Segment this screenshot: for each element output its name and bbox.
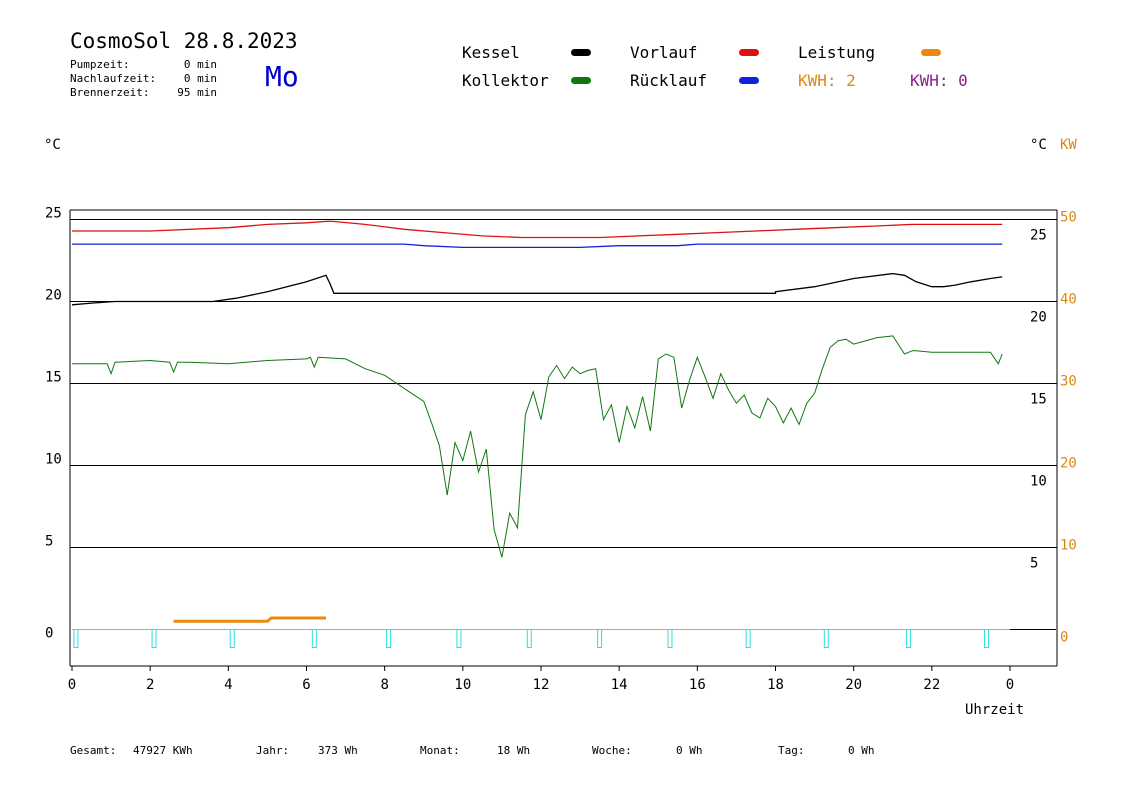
y-tick-right-kw-0: 0: [1060, 630, 1068, 646]
legend-kwh-purple: KWH: 0: [910, 71, 968, 90]
pump-marker-3: [311, 629, 317, 648]
pump-marker-6: [526, 629, 532, 648]
x-tick-12: 0: [1006, 677, 1014, 693]
x-tick-7: 14: [611, 677, 628, 693]
y-tick-right-kw-30: 30: [1060, 374, 1077, 390]
y-tick-right-kw-20: 20: [1060, 456, 1077, 472]
y-tick-left-10: 10: [45, 452, 62, 468]
x-tick-9: 18: [767, 677, 784, 693]
footer-monat-value: 18 Wh: [497, 744, 531, 757]
y-tick-right-c-15: 15: [1030, 392, 1047, 408]
pump-marker-1: [151, 629, 157, 648]
legend-vorlauf-swatch: [739, 49, 759, 56]
y-tick-left-0: 0: [45, 626, 53, 642]
x-tick-2: 4: [224, 677, 232, 693]
legend-kwh-orange: KWH: 2: [798, 71, 856, 90]
stat-nachlaufzeit-value: 0 min: [183, 72, 217, 85]
series-line-vorlauf: [72, 220, 1003, 239]
pump-marker-0: [73, 629, 79, 648]
x-tick-1: 2: [146, 677, 154, 693]
left-axis-unit: °C: [44, 137, 61, 153]
x-tick-5: 10: [454, 677, 471, 693]
stat-nachlaufzeit-label: Nachlaufzeit:: [70, 72, 157, 85]
y-tick-right-kw-50: 50: [1060, 210, 1077, 226]
x-tick-6: 12: [533, 677, 550, 693]
chart-title: CosmoSol 28.8.2023: [70, 29, 298, 53]
pump-marker-11: [905, 629, 911, 648]
pump-marker-7: [597, 629, 603, 648]
weekday-label: Mo: [265, 60, 299, 93]
footer-monat-label: Monat:: [420, 744, 460, 757]
footer-woche-value: 0 Wh: [676, 744, 703, 757]
right-axis-unit-c: °C: [1030, 137, 1047, 153]
y-tick-right-kw-10: 10: [1060, 538, 1077, 554]
footer-tag-label: Tag:: [778, 744, 805, 757]
y-tick-left-5: 5: [45, 534, 53, 550]
x-tick-8: 16: [689, 677, 706, 693]
pump-marker-2: [229, 629, 235, 648]
series-line-ruecklauf: [72, 243, 1003, 249]
pump-marker-12: [984, 629, 990, 648]
legend-vorlauf-label: Vorlauf: [630, 43, 698, 62]
legend-ruecklauf-label: Rücklauf: [630, 71, 708, 90]
pump-marker-4: [386, 629, 392, 648]
footer-woche-label: Woche:: [592, 744, 632, 757]
footer-jahr-value: 373 Wh: [318, 744, 358, 757]
pump-marker-8: [667, 629, 673, 648]
legend-kessel-label: Kessel: [462, 43, 520, 62]
y-tick-right-kw-40: 40: [1060, 292, 1077, 308]
y-tick-left-20: 20: [45, 288, 62, 304]
series-line-kollektor: [72, 335, 1003, 558]
x-tick-11: 22: [923, 677, 940, 693]
legend-ruecklauf-swatch: [739, 77, 759, 84]
y-tick-right-c-20: 20: [1030, 310, 1047, 326]
stat-pumpzeit-label: Pumpzeit:: [70, 58, 130, 71]
x-axis-label: Uhrzeit: [965, 702, 1025, 718]
legend-leistung-swatch: [921, 49, 941, 56]
y-tick-right-c-10: 10: [1030, 474, 1047, 490]
y-tick-left-15: 15: [45, 370, 62, 386]
right-axis-unit-kw: KW: [1060, 137, 1077, 153]
legend-kollektor-swatch: [571, 77, 591, 84]
pump-marker-5: [456, 629, 462, 648]
stat-brennerzeit-label: Brennerzeit:: [70, 86, 150, 99]
legend-kollektor-label: Kollektor: [462, 71, 549, 90]
x-tick-4: 8: [380, 677, 388, 693]
x-tick-10: 20: [845, 677, 862, 693]
footer-tag-value: 0 Wh: [848, 744, 875, 757]
pump-marker-9: [745, 629, 751, 648]
footer-gesamt-label: Gesamt:: [70, 744, 117, 757]
y-tick-right-c-5: 5: [1030, 556, 1038, 572]
stat-brennerzeit-value: 95 min: [177, 86, 217, 99]
legend-leistung-label: Leistung: [798, 43, 876, 62]
stat-pumpzeit-value: 0 min: [183, 58, 217, 71]
y-tick-right-c-25: 25: [1030, 228, 1047, 244]
series-line-kessel: [71, 272, 1003, 306]
footer-gesamt-value: 47927 KWh: [133, 744, 193, 757]
y-tick-left-25: 25: [45, 206, 62, 222]
x-tick-3: 6: [302, 677, 310, 693]
x-tick-0: 0: [68, 677, 76, 693]
footer-jahr-label: Jahr:: [256, 744, 290, 757]
legend-kessel-swatch: [571, 49, 591, 56]
series-line-leistung: [173, 616, 326, 623]
pump-marker-10: [823, 629, 829, 648]
